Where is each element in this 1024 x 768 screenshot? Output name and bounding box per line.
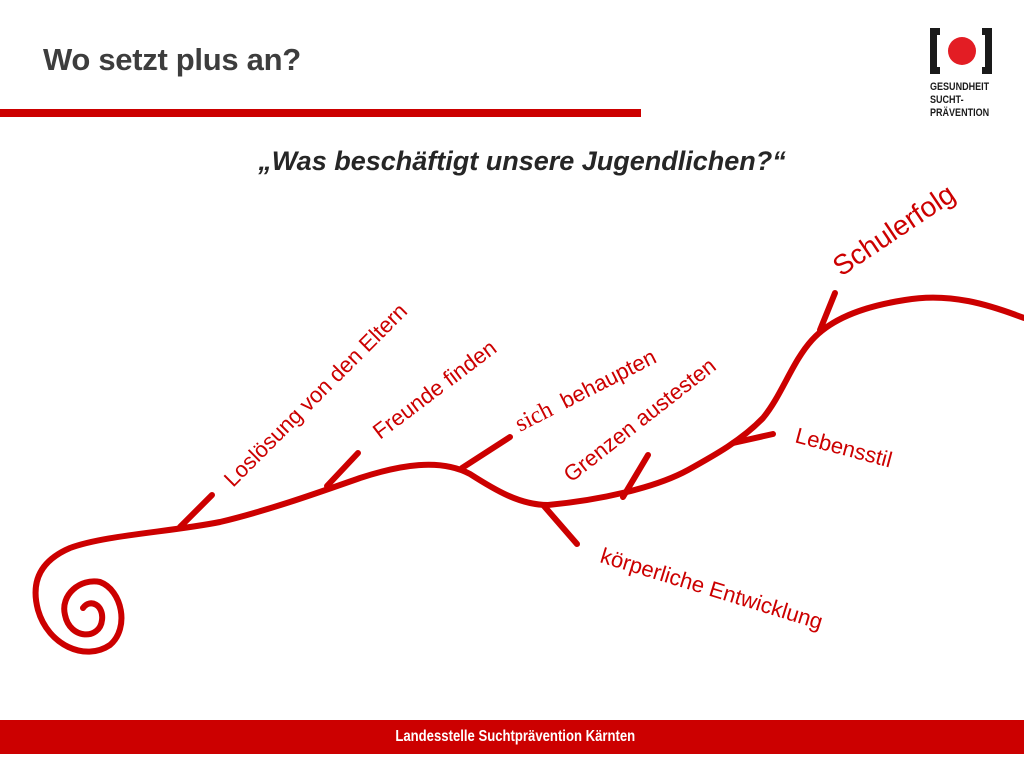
logo: GESUNDHEIT SUCHT- PRÄVENTION	[928, 28, 1008, 132]
label-sich: sich	[511, 397, 557, 438]
title-underline	[0, 109, 641, 117]
footer-text: Landesstelle Suchtprävention Kärnten	[395, 728, 636, 745]
branch-freunde	[324, 450, 361, 489]
slide-subtitle: „Was beschäftigt unsere Jugendlichen?“	[258, 146, 786, 176]
logo-dot	[948, 37, 976, 65]
logo-right-bracket	[982, 28, 992, 74]
branch-loslosung	[177, 492, 215, 530]
branch-lebensstil	[730, 431, 776, 446]
branch-behaupten	[459, 434, 513, 471]
label-lebensstil: Lebensstil	[793, 423, 895, 473]
label-freunde: Freunde finden	[368, 335, 501, 444]
slide-title: Wo setzt plus an?	[43, 42, 301, 77]
label-schulerfolg: Schulerfolg	[827, 178, 960, 282]
label-koerperlich: körperliche Entwicklung	[598, 543, 826, 634]
branch-koerperlich	[541, 503, 580, 547]
logo-text-line: PRÄVENTION	[930, 107, 990, 119]
logo-text: GESUNDHEIT SUCHT- PRÄVENTION	[930, 81, 996, 120]
branch-schulerfolg	[817, 290, 838, 333]
footer-bar: Landesstelle Suchtprävention Kärnten	[0, 720, 1024, 754]
logo-left-bracket	[930, 28, 940, 74]
branch-grenzen	[620, 452, 651, 500]
label-loslosung: Loslösung von den Eltern	[219, 298, 412, 491]
logo-text-line: GESUNDHEIT	[930, 81, 990, 93]
logo-text-line: SUCHT-	[930, 94, 964, 106]
life-path-line	[32, 294, 1024, 655]
